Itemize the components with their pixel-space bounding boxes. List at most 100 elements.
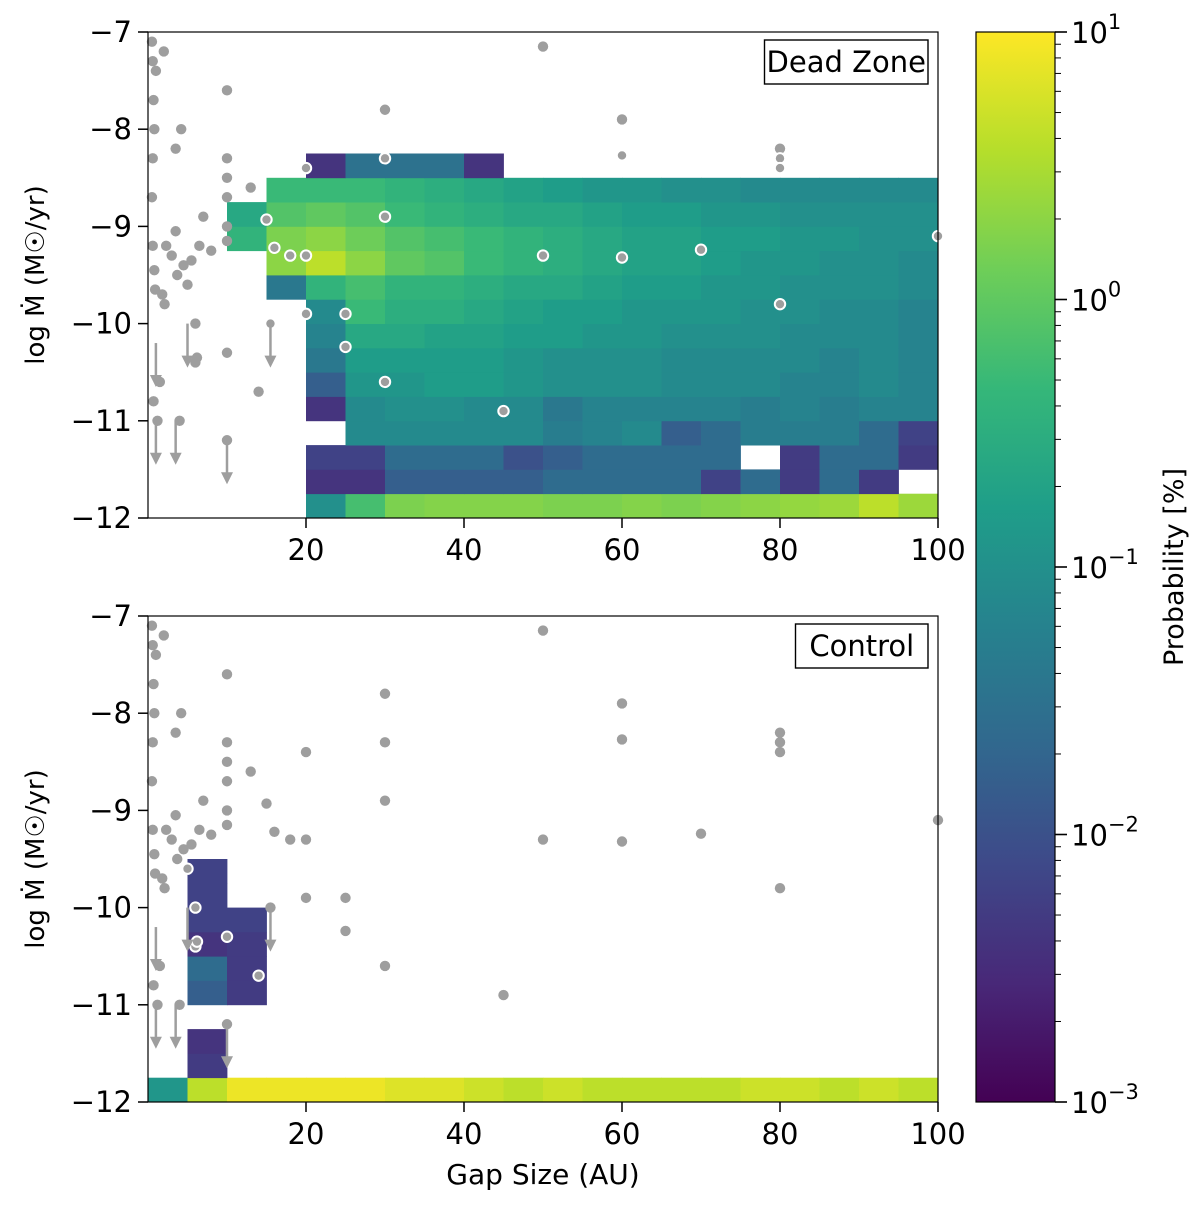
observation-point — [536, 249, 550, 262]
heatmap-cell — [622, 469, 662, 495]
heatmap-cell — [661, 1077, 702, 1103]
observation-point — [147, 737, 158, 748]
heatmap-cell — [424, 420, 465, 446]
heatmap-cell — [543, 299, 583, 324]
heatmap-cell — [661, 469, 702, 495]
observation-point — [221, 172, 233, 183]
heatmap-cell — [859, 396, 899, 422]
heatmap-cell — [503, 420, 544, 446]
heatmap-cell — [345, 1077, 386, 1103]
observation-point — [773, 297, 787, 311]
heatmap-cell — [543, 226, 583, 252]
observation-point — [150, 649, 162, 661]
heatmap-cell — [187, 980, 228, 1006]
heatmap-cell — [306, 347, 346, 373]
heatmap-cell — [780, 323, 820, 349]
heatmap-cell — [464, 323, 504, 349]
observation-point — [379, 104, 391, 115]
heatmap-cell — [424, 177, 465, 203]
heatmap-cell — [898, 226, 939, 252]
observation-point — [221, 153, 233, 164]
colorbar-tick-exponent: −2 — [1108, 813, 1139, 837]
observation-point — [206, 829, 217, 840]
observation-point — [378, 152, 392, 165]
observation-point — [260, 213, 273, 226]
observation-point — [146, 36, 158, 47]
heatmap-cell — [622, 299, 662, 324]
heatmap-cell — [266, 1077, 307, 1103]
x-axis-label: Gap Size (AU) — [446, 1158, 639, 1191]
x-tick-label: 20 — [288, 1117, 325, 1151]
heatmap-cell — [543, 202, 583, 227]
observation-point — [379, 688, 391, 699]
observation-point — [148, 94, 159, 106]
heatmap-cell — [819, 420, 860, 446]
heatmap-cell — [345, 153, 386, 179]
observation-point — [146, 620, 158, 631]
heatmap-cell — [780, 226, 820, 252]
heatmap-cell — [898, 275, 939, 300]
observation-point — [221, 235, 233, 247]
heatmap-cell — [898, 177, 939, 203]
heatmap-cell — [266, 177, 307, 203]
heatmap-cell — [345, 299, 386, 324]
upper-limit-arrow-head — [181, 355, 194, 368]
heatmap-cell — [306, 299, 346, 324]
heatmap-cell — [898, 250, 939, 276]
heatmap-cell — [661, 323, 702, 349]
y-tick-label: −12 — [71, 501, 132, 535]
heatmap-cell — [464, 347, 504, 373]
heatmap-cell — [424, 469, 465, 495]
heatmap-cell — [424, 202, 465, 227]
heatmap-cell — [345, 420, 386, 446]
observation-point — [694, 243, 708, 256]
x-tick-label: 40 — [446, 1117, 483, 1151]
heatmap-cell — [780, 250, 820, 276]
observation-point — [174, 415, 185, 426]
heatmap-cell — [740, 202, 781, 227]
heatmap-cell — [898, 347, 939, 373]
x-axis: 20 40 60 80 100 — [288, 518, 966, 567]
heatmap-cell — [898, 299, 939, 324]
heatmap-cell — [701, 469, 741, 495]
observation-point — [615, 149, 629, 162]
observation-point — [152, 999, 163, 1010]
heatmap-cell — [306, 372, 346, 397]
heatmap-cell — [859, 299, 899, 324]
heatmap-cell — [622, 396, 662, 422]
heatmap-cells — [227, 153, 939, 519]
observation-point — [774, 727, 786, 738]
heatmap-cell — [582, 372, 623, 397]
observation-point — [181, 862, 194, 875]
observation-point — [194, 824, 205, 836]
heatmap-cell — [661, 420, 702, 446]
heatmap-cell — [345, 323, 386, 349]
panel-label: Dead Zone — [763, 39, 929, 85]
heatmap-cell — [701, 396, 741, 422]
observation-point — [147, 824, 158, 836]
observation-point — [269, 826, 280, 837]
heatmap-cell — [424, 250, 465, 276]
observation-point — [159, 298, 170, 310]
heatmap-cell — [622, 202, 662, 227]
observation-point — [186, 839, 197, 850]
heatmap-cell — [464, 1077, 504, 1103]
heatmap-cell — [622, 226, 662, 252]
observation-point — [221, 192, 233, 203]
observation-point — [616, 734, 628, 745]
observation-point — [172, 853, 183, 865]
heatmap-cell — [780, 372, 820, 397]
colorbar-label: Probability [%] — [1159, 468, 1190, 666]
heatmap-cell — [582, 202, 623, 227]
heatmap-cell — [227, 202, 267, 227]
heatmap-cell — [187, 859, 228, 884]
heatmap-cell — [503, 347, 544, 373]
heatmap-cell — [859, 202, 899, 227]
heatmap-cell — [701, 250, 741, 276]
heatmap-cell — [859, 177, 899, 203]
observation-point — [148, 678, 159, 690]
heatmap-cell — [898, 1077, 939, 1103]
y-axis: −7 −8 −9 −10 −11 −12 — [71, 15, 148, 535]
colorbar-tick-exponent: −3 — [1108, 1080, 1139, 1104]
